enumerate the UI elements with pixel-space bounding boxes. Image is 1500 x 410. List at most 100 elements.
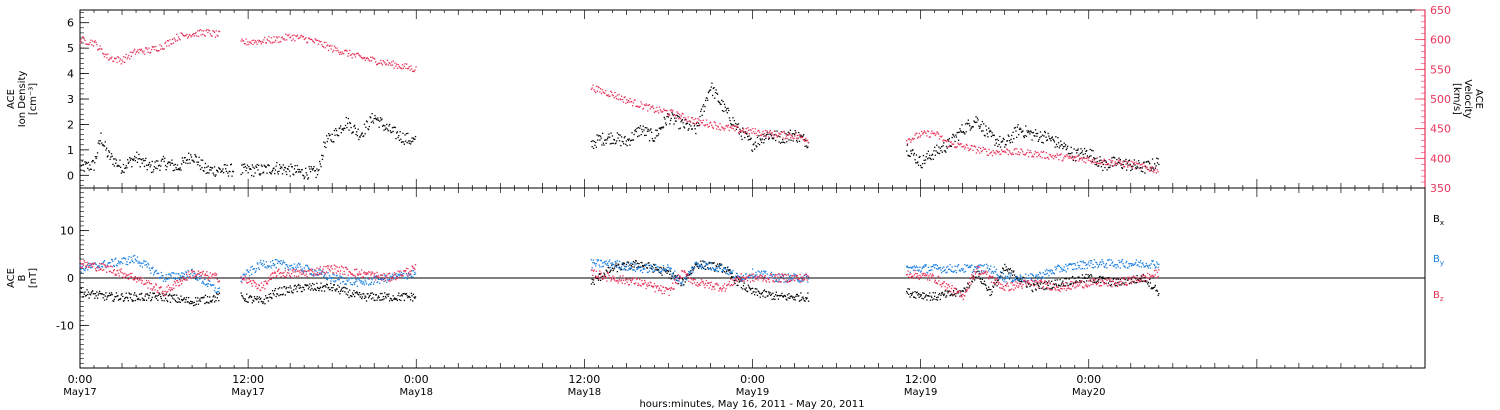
velocity-point: [324, 47, 326, 49]
bx-point: [181, 299, 183, 301]
velocity-point: [175, 40, 177, 42]
by-point: [343, 277, 345, 280]
density-point: [1053, 141, 1056, 143]
bx-point: [1044, 282, 1046, 284]
density-point: [242, 163, 244, 166]
by-point: [375, 276, 377, 279]
velocity-point: [1096, 162, 1098, 165]
velocity-point: [967, 147, 969, 149]
density-point: [198, 156, 200, 158]
bz-point: [106, 271, 108, 273]
bx-point: [130, 293, 132, 295]
velocity-point: [1153, 171, 1155, 173]
by-point: [336, 274, 338, 277]
bz-point: [90, 265, 92, 267]
velocity-point: [282, 38, 284, 40]
velocity-point: [682, 113, 684, 115]
by-point: [274, 263, 276, 266]
by-point: [247, 271, 249, 273]
bx-point: [913, 296, 915, 298]
bx-point: [299, 285, 301, 287]
velocity-point: [312, 40, 315, 43]
bz-point: [88, 266, 90, 268]
by-point: [179, 274, 181, 277]
density-point: [976, 117, 979, 119]
by-point: [962, 269, 964, 272]
bx-point: [1002, 267, 1004, 269]
velocity-point: [764, 129, 767, 132]
density-point: [156, 167, 158, 170]
density-point: [957, 139, 960, 141]
by-point: [83, 269, 85, 271]
bz-point: [136, 281, 138, 283]
density-point: [726, 112, 728, 114]
density-point: [216, 169, 218, 171]
bx-point: [403, 299, 405, 302]
by-point: [639, 270, 642, 272]
velocity-point: [1049, 154, 1052, 156]
density-point: [303, 177, 305, 180]
density-point: [314, 170, 316, 172]
density-point: [673, 123, 675, 125]
by-point: [728, 273, 730, 276]
bx-point: [1096, 280, 1098, 282]
density-point: [694, 128, 696, 130]
bx-point: [217, 293, 219, 296]
by-point: [354, 283, 356, 285]
bx-point: [658, 269, 660, 271]
bx-point: [1050, 287, 1052, 290]
velocity-point: [1041, 157, 1043, 159]
density-point: [244, 166, 246, 168]
by-point: [774, 274, 776, 276]
bx-point: [770, 293, 773, 295]
by-point: [340, 276, 342, 278]
bx-point: [302, 287, 305, 289]
bx-point: [987, 289, 989, 291]
velocity-point: [1136, 163, 1138, 165]
density-point: [1049, 138, 1051, 140]
density-point: [1094, 163, 1096, 166]
density-point: [790, 139, 792, 141]
velocity-point: [911, 137, 914, 139]
by-point: [391, 276, 393, 278]
velocity-point: [320, 40, 322, 43]
bx-point: [648, 262, 650, 264]
density-point: [1044, 131, 1046, 134]
velocity-point: [306, 41, 309, 43]
bx-point: [755, 291, 757, 293]
density-point: [747, 135, 749, 138]
bz-point: [119, 269, 121, 271]
density-point: [1073, 148, 1075, 150]
bx-point: [144, 295, 146, 297]
by-point: [636, 268, 638, 271]
bx-point: [1143, 277, 1145, 279]
by-point: [197, 277, 200, 279]
velocity-point: [131, 51, 133, 54]
velocity-point: [205, 30, 207, 32]
bx-point: [258, 296, 260, 298]
density-point: [177, 168, 179, 171]
density-point: [1015, 130, 1017, 132]
bx-point: [927, 295, 929, 297]
y2-tick-label: 400: [1430, 152, 1451, 165]
velocity-point: [615, 95, 617, 98]
density-point: [1101, 161, 1103, 163]
by-point: [1114, 264, 1116, 266]
by-point: [599, 259, 602, 262]
velocity-point: [979, 152, 981, 154]
bx-point: [1135, 278, 1137, 280]
by-point: [786, 280, 789, 282]
density-point: [255, 166, 258, 168]
by-point: [662, 268, 664, 271]
by-point: [682, 285, 684, 287]
bx-point: [976, 271, 978, 273]
velocity-point: [751, 132, 753, 134]
bx-point: [965, 290, 967, 292]
by-point: [136, 256, 139, 258]
bx-point: [407, 296, 409, 299]
velocity-point: [1112, 160, 1114, 162]
bz-point: [126, 274, 128, 277]
velocity-point: [624, 96, 626, 98]
by-point: [593, 262, 595, 264]
by-point: [655, 269, 658, 271]
